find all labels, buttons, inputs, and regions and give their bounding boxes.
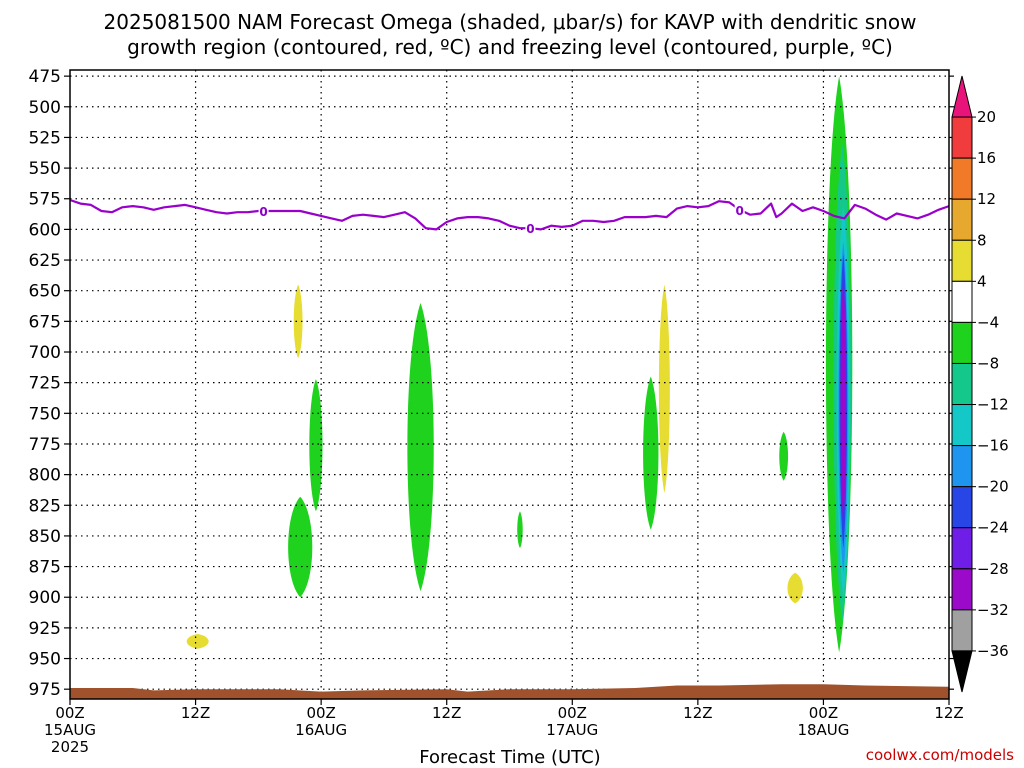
x-tick-year-0: 2025 <box>51 738 89 756</box>
colorbar-label-10: −24 <box>977 519 1009 537</box>
colorbar-label-9: −20 <box>977 478 1009 496</box>
colorbar-label-13: −36 <box>977 642 1009 660</box>
x-tick-time-84: 12Z <box>934 704 963 722</box>
x-tick-time-48: 00Z <box>558 704 587 722</box>
freezing-label-bg-1 <box>525 221 536 236</box>
colorbar-band-13 <box>951 609 973 652</box>
x-tick-time-24: 00Z <box>306 704 335 722</box>
x-axis-label: Forecast Time (UTC) <box>419 747 600 768</box>
y-tick-label-950: 950 <box>29 650 61 670</box>
colorbar-band-2 <box>951 157 973 200</box>
omega-area-4 <box>407 302 434 592</box>
colorbar-band-1 <box>951 116 973 159</box>
y-tick-label-525: 525 <box>29 128 61 148</box>
y-tick-label-600: 600 <box>29 220 61 240</box>
colorbar-label-12: −32 <box>977 601 1009 619</box>
colorbar-band-0 <box>951 75 973 118</box>
omega-area-2 <box>293 284 303 359</box>
colorbar-label-3: 8 <box>977 231 987 249</box>
colorbar-band-11 <box>951 527 973 570</box>
colorbar-band-4 <box>951 239 973 282</box>
freezing-label-bg-2 <box>734 202 745 217</box>
y-tick-label-625: 625 <box>29 251 61 271</box>
y-tick-label-875: 875 <box>29 558 61 578</box>
freezing-label-bg-0 <box>258 204 269 219</box>
y-tick-label-750: 750 <box>29 404 61 424</box>
omega-area-0 <box>288 496 313 598</box>
x-tick-date-48: 17AUG <box>546 721 598 739</box>
colorbar-band-5 <box>951 280 973 323</box>
colorbar-band-6 <box>951 321 973 364</box>
x-tick-date-0: 15AUG <box>44 721 96 739</box>
y-tick-label-825: 825 <box>29 496 61 516</box>
plot-background <box>70 70 949 699</box>
colorbar-label-1: 16 <box>977 149 996 167</box>
colorbar-label-0: 20 <box>977 108 996 126</box>
ground-fill <box>70 684 949 699</box>
y-tick-label-900: 900 <box>29 588 61 608</box>
ground-surface <box>70 684 949 699</box>
freezing-level-contour: 0 0 0 <box>70 198 949 236</box>
y-tick-label-700: 700 <box>29 343 61 363</box>
omega-area-9 <box>787 572 803 604</box>
colorbar-label-8: −16 <box>977 437 1009 455</box>
freezing-level-label-0: 0 <box>259 205 267 219</box>
y-tick-label-775: 775 <box>29 435 61 455</box>
colorbar-band-12 <box>951 568 973 611</box>
y-tick-label-650: 650 <box>29 282 61 302</box>
axes: 475 500 525 550 575 600 625 650 675 700 725 750 775 8… <box>29 67 964 756</box>
colorbar-band-7 <box>951 362 973 406</box>
omega-area-15 <box>840 278 847 524</box>
omega-area-7 <box>658 284 670 494</box>
colorbar-band-10 <box>951 486 973 529</box>
y-tick-label-475: 475 <box>29 67 61 87</box>
colorbar-band-3 <box>951 198 973 241</box>
chart-title-line2: growth region (contoured, red, ºC) and f… <box>127 35 893 59</box>
freezing-level-line <box>70 198 949 231</box>
colorbar-band-9 <box>951 445 973 488</box>
colorbar-label-5: −4 <box>977 313 999 331</box>
omega-area-3 <box>186 634 209 649</box>
colorbar-label-11: −28 <box>977 560 1009 578</box>
credit-text: coolwx.com/models <box>866 746 1014 764</box>
omega-area-1 <box>309 378 323 512</box>
x-tick-date-72: 18AUG <box>797 721 849 739</box>
x-tick-time-72: 00Z <box>809 704 838 722</box>
colorbar-label-7: −12 <box>977 396 1009 414</box>
freezing-level-label-2: 0 <box>736 204 744 218</box>
y-tick-label-975: 975 <box>29 680 61 700</box>
colorbar: 20 16 12 8 4 −4 −8 −12 −16 −20 −24 −28 −32 −36 <box>951 75 1009 693</box>
x-tick-time-60: 12Z <box>683 704 712 722</box>
colorbar-label-4: 4 <box>977 272 987 290</box>
freezing-level-label-1: 0 <box>526 222 534 236</box>
plot-area <box>70 70 949 699</box>
y-tick-label-725: 725 <box>29 374 61 394</box>
x-tick-date-24: 16AUG <box>295 721 347 739</box>
y-tick-label-925: 925 <box>29 619 61 639</box>
y-tick-label-550: 550 <box>29 159 61 179</box>
x-tick-time-0: 00Z <box>55 704 84 722</box>
y-tick-label-500: 500 <box>29 98 61 118</box>
y-tick-label-675: 675 <box>29 312 61 332</box>
chart-title-line1: 2025081500 NAM Forecast Omega (shaded, μ… <box>104 10 917 34</box>
colorbar-band-8 <box>951 404 973 447</box>
colorbar-label-2: 12 <box>977 190 996 208</box>
omega-area-6 <box>643 376 659 530</box>
colorbar-band-14 <box>951 650 973 693</box>
x-tick-time-12: 12Z <box>181 704 210 722</box>
colorbar-label-6: −8 <box>977 354 999 372</box>
plot-frame <box>69 69 950 700</box>
y-tick-label-850: 850 <box>29 527 61 547</box>
y-tick-label-800: 800 <box>29 466 61 486</box>
omega-area-5 <box>517 511 523 549</box>
x-tick-time-36: 12Z <box>432 704 461 722</box>
y-tick-label-575: 575 <box>29 190 61 210</box>
